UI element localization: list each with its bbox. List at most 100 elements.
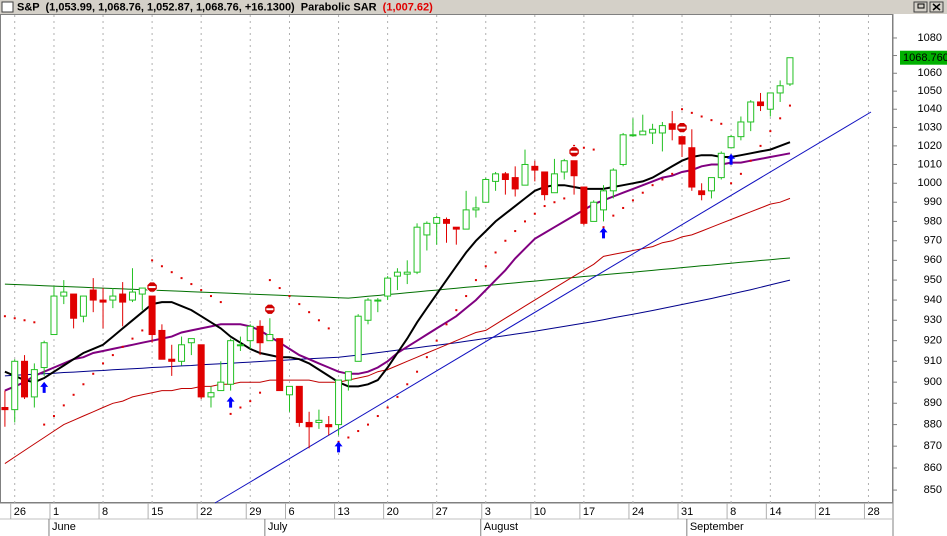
close-icon — [932, 3, 941, 11]
sar-dot — [681, 108, 684, 111]
buy-arrow — [334, 441, 343, 453]
sar-dot — [573, 144, 576, 147]
sar-dot — [700, 115, 703, 118]
candle-body — [550, 173, 558, 194]
candle-body — [413, 226, 421, 273]
y-tick-label: 1050 — [918, 85, 942, 97]
sar-dot — [406, 383, 409, 386]
candle-body — [678, 136, 686, 145]
candle-body — [511, 177, 519, 190]
ma-line — [4, 141, 791, 388]
x-tick-label: 8 — [102, 506, 108, 518]
y-tick-label: 900 — [924, 376, 942, 388]
sar-dot — [416, 370, 419, 373]
candle-body — [737, 121, 745, 138]
candle-body — [158, 329, 166, 360]
last-price-box — [900, 50, 947, 65]
sar-dot — [788, 104, 791, 107]
x-tick-label: 1 — [53, 506, 59, 518]
sar-dot — [494, 251, 497, 254]
buy-arrow — [727, 153, 736, 165]
candle-body — [325, 424, 333, 428]
month-label: August — [484, 521, 518, 533]
ma-line — [4, 197, 791, 465]
sar-dot — [435, 339, 438, 342]
sar-dot — [190, 283, 193, 286]
candle-body — [276, 338, 284, 392]
candle-body — [639, 130, 647, 136]
candle-body — [285, 385, 293, 396]
sar-dot — [308, 311, 311, 314]
sar-dot — [445, 323, 448, 326]
restore-button[interactable] — [913, 1, 928, 13]
month-label: June — [52, 521, 76, 533]
candle-body — [766, 92, 774, 110]
candle-body — [776, 85, 784, 94]
sar-dot — [651, 184, 654, 187]
candle-body — [119, 293, 127, 303]
x-tick-label: 8 — [730, 506, 736, 518]
sar-dot — [749, 159, 752, 162]
sar-dot — [82, 383, 85, 386]
y-tick-label: 980 — [924, 215, 942, 227]
y-tick-label: 940 — [924, 294, 942, 306]
sar-dot — [759, 144, 762, 147]
sar-dot — [62, 404, 65, 407]
candle-body — [531, 165, 539, 171]
x-tick-label: 6 — [288, 506, 294, 518]
candle-body — [747, 101, 755, 123]
sar-dot — [484, 265, 487, 268]
sar-dot — [3, 315, 6, 318]
sar-dot — [366, 423, 369, 426]
x-tick-label: 31 — [681, 506, 693, 518]
y-tick-label: 870 — [924, 440, 942, 452]
sar-dot — [386, 406, 389, 409]
candle-body — [727, 136, 735, 149]
sar-dot — [259, 391, 262, 394]
sar-dot — [229, 412, 232, 415]
candle-body — [570, 160, 578, 177]
sar-dot — [769, 130, 772, 133]
title: S&P (1,053.99, 1,068.76, 1,052.87, 1,068… — [17, 1, 433, 13]
candle-body — [609, 169, 617, 192]
sar-dot — [327, 327, 330, 330]
stop-sign-bar — [678, 126, 686, 129]
candle-body — [707, 177, 715, 192]
sar-dot — [465, 295, 468, 298]
y-tick-label: 1010 — [918, 158, 942, 170]
axes: 850 860 870 880 890 900 910 920 930 940 950 960 970 9… — [10, 32, 947, 536]
sar-dot — [347, 436, 350, 439]
candle-body — [560, 160, 568, 173]
x-tick-label: 17 — [583, 506, 595, 518]
y-tick-label: 920 — [924, 335, 942, 347]
x-tick-label: 15 — [151, 506, 163, 518]
sar-dot — [602, 226, 605, 229]
x-tick-label: 29 — [249, 506, 261, 518]
sar-dot — [52, 415, 55, 418]
sar-dot — [102, 362, 105, 365]
candle-body — [668, 123, 676, 130]
sar-dot — [121, 345, 124, 348]
sar-dot — [553, 201, 556, 204]
candle-body — [521, 163, 529, 186]
sar-dot — [160, 265, 163, 268]
candle-body — [217, 381, 225, 392]
y-tick-label: 910 — [924, 355, 942, 367]
sar-dot — [474, 279, 477, 282]
candle-body — [266, 334, 274, 342]
month-label: July — [268, 521, 288, 533]
y-tick-label: 1000 — [918, 177, 942, 189]
window-icon[interactable] — [1, 1, 14, 13]
sar-dot — [671, 172, 674, 175]
stop-sign-bar — [148, 286, 156, 289]
y-tick-label: 1060 — [918, 67, 942, 79]
candle-body — [70, 293, 78, 319]
candle-body — [501, 173, 509, 180]
x-tick-label: 28 — [867, 506, 879, 518]
x-tick-label: 13 — [338, 506, 350, 518]
x-tick-label: 27 — [436, 506, 448, 518]
candle-body — [482, 178, 490, 203]
x-tick-label: 24 — [632, 506, 644, 518]
lines — [4, 141, 791, 465]
